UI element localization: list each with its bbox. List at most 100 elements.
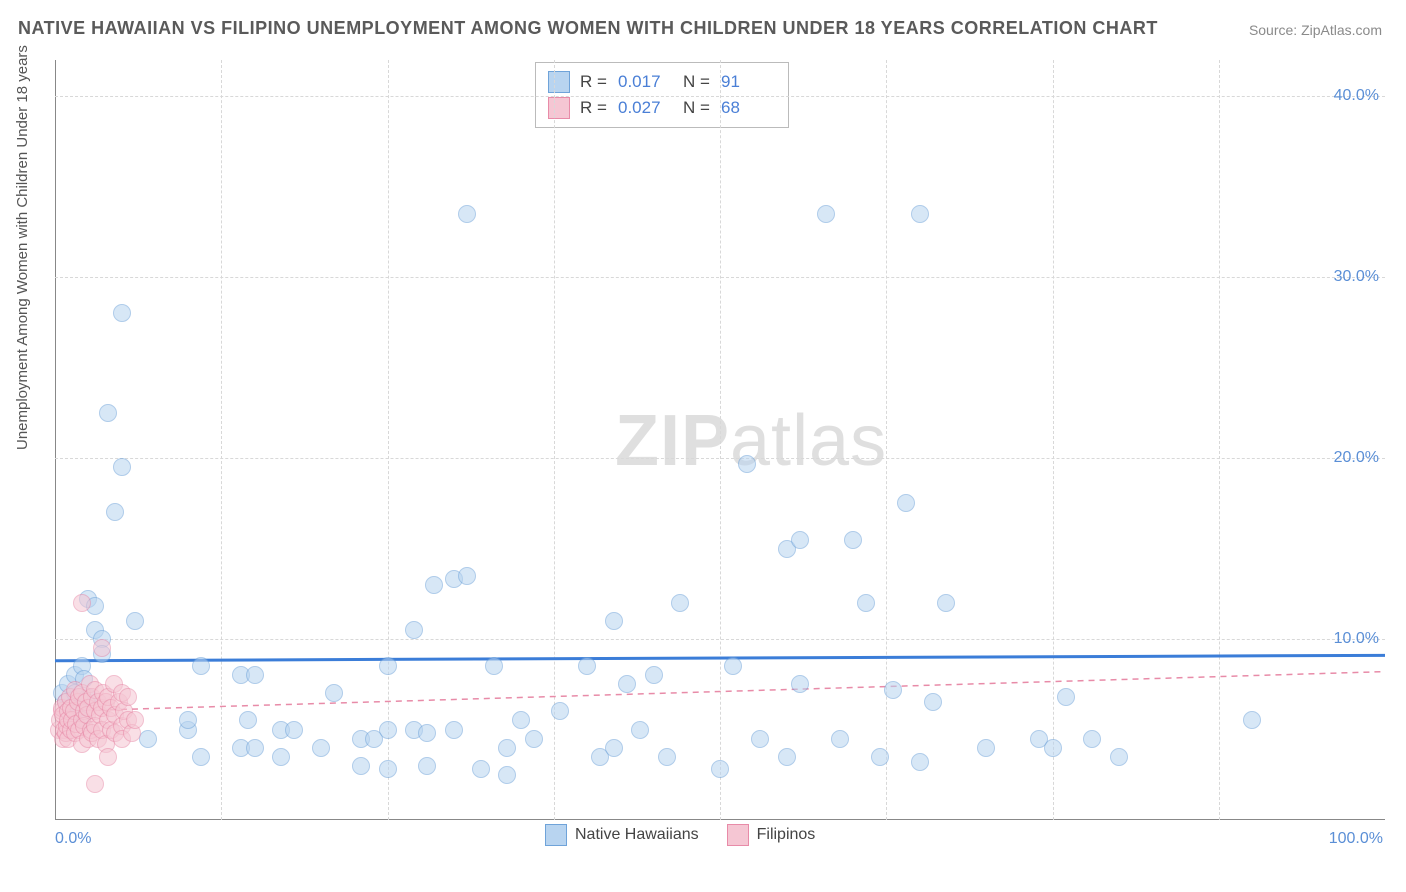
data-point [93,639,111,657]
data-point [99,748,117,766]
data-point [458,567,476,585]
data-point [911,205,929,223]
data-point [778,748,796,766]
data-point [472,760,490,778]
data-point [645,666,663,684]
legend-n-label: N = [683,98,711,118]
data-point [618,675,636,693]
data-point [671,594,689,612]
data-point [578,657,596,675]
y-tick-label: 40.0% [1334,87,1379,105]
data-point [1243,711,1261,729]
data-point [126,612,144,630]
data-point [86,775,104,793]
y-tick-label: 10.0% [1334,630,1379,648]
legend-swatch [548,97,570,119]
data-point [791,531,809,549]
legend-stat-row: R = 0.027 N = 68 [548,95,776,121]
data-point [285,721,303,739]
data-point [239,711,257,729]
data-point [106,503,124,521]
data-point [126,711,144,729]
data-point [831,730,849,748]
data-point [911,753,929,771]
data-point [418,757,436,775]
legend-r-value: 0.017 [618,72,673,92]
plot-area: R = 0.017 N = 91 R = 0.027 N = 68 Native… [55,60,1385,830]
data-point [512,711,530,729]
data-point [525,730,543,748]
legend-swatch [545,824,567,846]
gridline-v [720,60,721,820]
data-point [551,702,569,720]
legend-r-value: 0.027 [618,98,673,118]
gridline-v [1219,60,1220,820]
data-point [751,730,769,748]
data-point [379,721,397,739]
data-point [272,748,290,766]
gridline-v [1053,60,1054,820]
gridline-v [221,60,222,820]
x-tick-label: 100.0% [1329,830,1383,848]
legend-series: Native Hawaiians Filipinos [545,824,815,846]
data-point [192,657,210,675]
legend-n-label: N = [683,72,711,92]
data-point [1083,730,1101,748]
data-point [192,748,210,766]
data-point [73,594,91,612]
data-point [658,748,676,766]
data-point [405,621,423,639]
data-point [897,494,915,512]
data-point [791,675,809,693]
data-point [179,711,197,729]
x-tick-label: 0.0% [55,830,91,848]
gridline-v [388,60,389,820]
legend-series-label: Filipinos [757,826,816,844]
legend-series-item: Native Hawaiians [545,824,699,846]
gridline-v [886,60,887,820]
chart-title: NATIVE HAWAIIAN VS FILIPINO UNEMPLOYMENT… [18,18,1158,39]
legend-series-label: Native Hawaiians [575,826,699,844]
data-point [445,721,463,739]
data-point [605,739,623,757]
data-point [458,205,476,223]
legend-n-value: 91 [721,72,776,92]
y-axis-label: Unemployment Among Women with Children U… [14,45,31,450]
data-point [99,404,117,422]
data-point [738,455,756,473]
data-point [485,657,503,675]
data-point [1110,748,1128,766]
data-point [246,666,264,684]
data-point [977,739,995,757]
data-point [113,458,131,476]
data-point [139,730,157,748]
y-tick-label: 20.0% [1334,449,1379,467]
data-point [352,757,370,775]
data-point [379,760,397,778]
data-point [724,657,742,675]
data-point [605,612,623,630]
legend-r-label: R = [580,98,608,118]
legend-swatch [727,824,749,846]
y-tick-label: 30.0% [1334,268,1379,286]
data-point [1044,739,1062,757]
legend-stats: R = 0.017 N = 91 R = 0.027 N = 68 [535,62,789,128]
data-point [113,304,131,322]
data-point [884,681,902,699]
data-point [246,739,264,757]
legend-n-value: 68 [721,98,776,118]
source-label: Source: ZipAtlas.com [1249,22,1382,38]
data-point [871,748,889,766]
legend-stat-row: R = 0.017 N = 91 [548,69,776,95]
data-point [498,766,516,784]
data-point [631,721,649,739]
data-point [119,688,137,706]
data-point [857,594,875,612]
data-point [379,657,397,675]
data-point [711,760,729,778]
legend-series-item: Filipinos [727,824,816,846]
data-point [844,531,862,549]
data-point [1057,688,1075,706]
data-point [325,684,343,702]
data-point [425,576,443,594]
